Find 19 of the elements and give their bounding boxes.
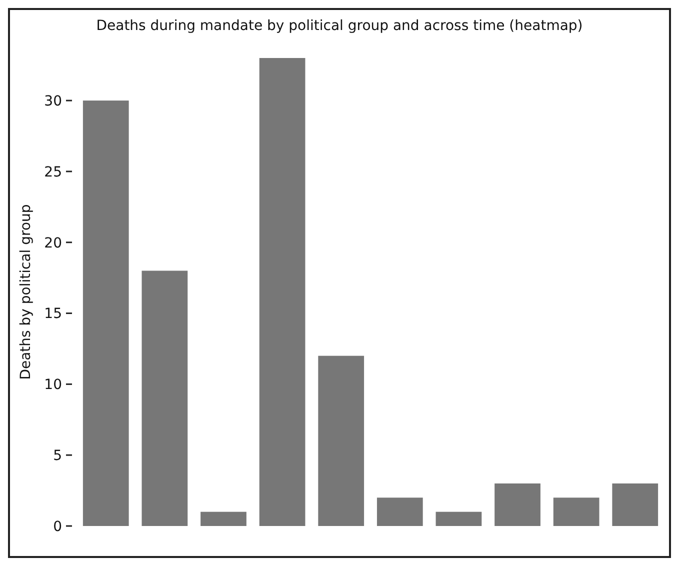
bar <box>376 498 423 526</box>
y-axis-title: Deaths by political group <box>18 204 34 380</box>
bar <box>553 498 600 526</box>
bar <box>436 512 482 526</box>
y-tick-label: 5 <box>53 448 62 464</box>
y-tick-label: 10 <box>44 377 62 394</box>
chart-title: Deaths during mandate by political group and across time (heatmap) <box>96 18 583 34</box>
bar <box>142 270 188 526</box>
bar <box>612 483 658 526</box>
bar <box>494 483 540 526</box>
bar <box>200 512 246 526</box>
bar <box>82 100 129 526</box>
y-tick-label: 30 <box>44 93 62 110</box>
y-tick-label: 15 <box>44 306 62 322</box>
y-tick-label: 20 <box>44 235 62 252</box>
bar <box>318 356 364 526</box>
y-tick-label: 0 <box>53 518 62 535</box>
y-tick-label: 25 <box>44 164 62 180</box>
bar <box>259 58 306 526</box>
